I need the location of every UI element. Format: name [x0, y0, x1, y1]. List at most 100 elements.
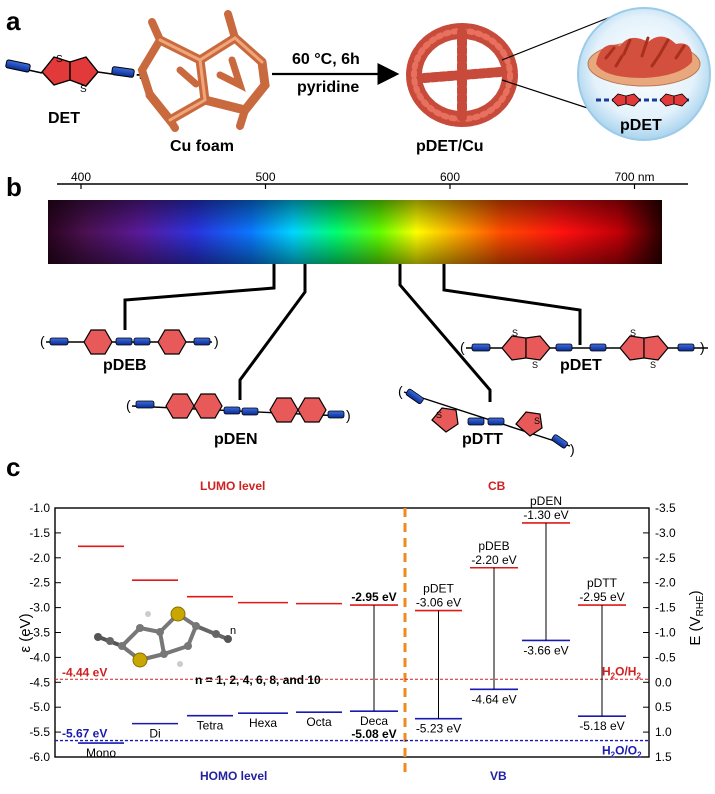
svg-text:S: S	[534, 416, 540, 426]
panel-c-label: c	[6, 452, 20, 482]
h2o-h2-value: -4.44 eV	[62, 665, 107, 679]
left-tick-label: -1.0	[29, 501, 50, 515]
wavelength-tick-label: 400	[71, 170, 91, 184]
left-tick-label: -4.0	[29, 650, 50, 664]
cu-foam-label: Cu foam	[170, 138, 234, 155]
det-sulfur-2: S	[80, 84, 87, 95]
pdet-film-image	[587, 36, 701, 107]
zoom-pdet-label: pDET	[620, 117, 662, 134]
oligomer-name: Mono	[86, 746, 116, 760]
oligomer-name: Di	[149, 727, 160, 741]
svg-text:): )	[214, 333, 219, 349]
right-tick-label: 0.0	[655, 675, 672, 689]
right-tick-label: 1.0	[655, 725, 672, 739]
svg-text:S: S	[630, 328, 636, 338]
right-axis-ticks: -3.5 -3.0 -2.5 -2.0 -1.5 -1.0 -0.5 0.0 0.5 1.0 1.5	[643, 501, 676, 764]
polymer-vb-value: -5.18 eV	[579, 719, 624, 733]
det-label: DET	[48, 110, 80, 127]
lumo-title: LUMO level	[200, 479, 265, 493]
panel-b: b 400 500 600 700 nm ( ) pDEB (	[6, 170, 708, 457]
polymer-cb-value: -2.20 eV	[471, 553, 516, 567]
right-axis-label: E (VRHE)	[687, 590, 706, 645]
svg-text:(: (	[126, 397, 131, 413]
left-tick-label: -5.0	[29, 700, 50, 714]
panel-c: c -1.0 -1.5 -2.0 -2.5 -3.0 -3.5 -4.0 -4.5 -5.0 -5…	[6, 452, 706, 783]
polymer-name: pDEB	[478, 539, 509, 553]
right-tick-label: -3.0	[655, 526, 676, 540]
polymer-name: pDET	[423, 582, 454, 596]
h2o-o2-value: -5.67 eV	[62, 727, 107, 741]
svg-text:S: S	[532, 360, 538, 370]
right-tick-label: -1.5	[655, 601, 676, 615]
h2o-o2-label: H2O/O2	[602, 744, 642, 760]
plot-frame	[54, 507, 650, 758]
left-tick-label: -5.5	[29, 725, 50, 739]
pden-label: pDEN	[214, 431, 258, 448]
h2o-h2-label: H2O/H2	[602, 664, 641, 680]
zoom-line-top	[501, 13, 619, 61]
left-tick-label: -3.0	[29, 601, 50, 615]
left-tick-label: -1.5	[29, 526, 50, 540]
right-tick-label: -2.0	[655, 576, 676, 590]
wavelength-tick-label: 500	[255, 170, 275, 184]
svg-text:): )	[346, 407, 351, 423]
oligomer-molecule-image: n	[94, 606, 236, 668]
polymer-vb-value: -5.23 eV	[416, 722, 461, 736]
wavelength-ticks: 400 500 600 700 nm	[71, 170, 655, 189]
panel-a-label: a	[6, 6, 21, 36]
right-tick-label: -2.5	[655, 551, 676, 565]
left-tick-label: -4.5	[29, 675, 50, 689]
svg-text:(: (	[40, 333, 45, 349]
condition-solvent: pyridine	[297, 79, 359, 96]
polymer-cb-value: -3.06 eV	[416, 596, 461, 610]
energy-levels: Mono Di Tetra Hexa Octa Deca -2.95 eV -5.08 eV p…	[78, 494, 626, 760]
cu-foam-image	[137, 10, 270, 132]
panel-a: a S S + DET Cu foam 60 °	[5, 6, 711, 155]
panel-b-label: b	[6, 172, 22, 202]
left-axis-ticks: -1.0 -1.5 -2.0 -2.5 -3.0 -3.5 -4.0 -4.5 -5.0 -5.5…	[29, 501, 61, 764]
pdet-cu-image	[406, 23, 518, 127]
pdtt-label: pDTT	[462, 431, 503, 448]
pdtt-structure: ( S S )	[398, 383, 575, 457]
svg-text:): )	[570, 441, 575, 457]
oligomer-name: Octa	[306, 715, 332, 729]
right-tick-label: -0.5	[655, 650, 676, 664]
wavelength-tick-label: 600	[440, 170, 460, 184]
det-molecule: S S	[5, 54, 135, 95]
pden-structure: ( )	[126, 393, 351, 423]
svg-text:(: (	[460, 339, 465, 355]
vb-title: VB	[490, 769, 507, 783]
pdeb-label: pDEB	[103, 357, 147, 374]
polymer-cb-value: -1.30 eV	[523, 508, 568, 522]
svg-text:(: (	[398, 383, 403, 399]
molecule-subscript-n: n	[230, 625, 236, 637]
pdet-label: pDET	[560, 357, 602, 374]
polymer-vb-value: -4.64 eV	[471, 692, 516, 706]
wavelength-tick-label: 700 nm	[614, 170, 654, 184]
pdet-cu-label: pDET/Cu	[416, 138, 484, 155]
left-tick-label: -2.0	[29, 551, 50, 565]
left-tick-label: -3.5	[29, 626, 50, 640]
cb-title: CB	[488, 479, 506, 493]
right-tick-label: 0.5	[655, 700, 672, 714]
deca-lumo-value: -2.95 eV	[351, 590, 396, 604]
left-axis-label: ε (eV)	[17, 613, 34, 652]
molecule-caption: n = 1, 2, 4, 6, 8, and 10	[195, 673, 321, 687]
homo-title: HOMO level	[200, 769, 267, 783]
condition-temperature: 60 °C, 6h	[292, 51, 360, 68]
svg-text:S: S	[650, 360, 656, 370]
left-tick-label: -6.0	[29, 750, 50, 764]
oligomer-name: Hexa	[249, 716, 277, 730]
svg-text:S: S	[512, 328, 518, 338]
pdet-structure: ( S S S S )	[460, 328, 708, 370]
polymer-vb-value: -3.66 eV	[523, 643, 568, 657]
polymer-name: pDTT	[587, 576, 618, 590]
svg-text:): )	[700, 339, 705, 355]
left-tick-label: -2.5	[29, 576, 50, 590]
pdeb-structure: ( )	[40, 329, 219, 355]
polymer-cb-value: -2.95 eV	[579, 590, 624, 604]
oligomer-name: Tetra	[197, 719, 224, 733]
right-tick-label: -3.5	[655, 501, 676, 515]
svg-text:S: S	[436, 410, 442, 420]
